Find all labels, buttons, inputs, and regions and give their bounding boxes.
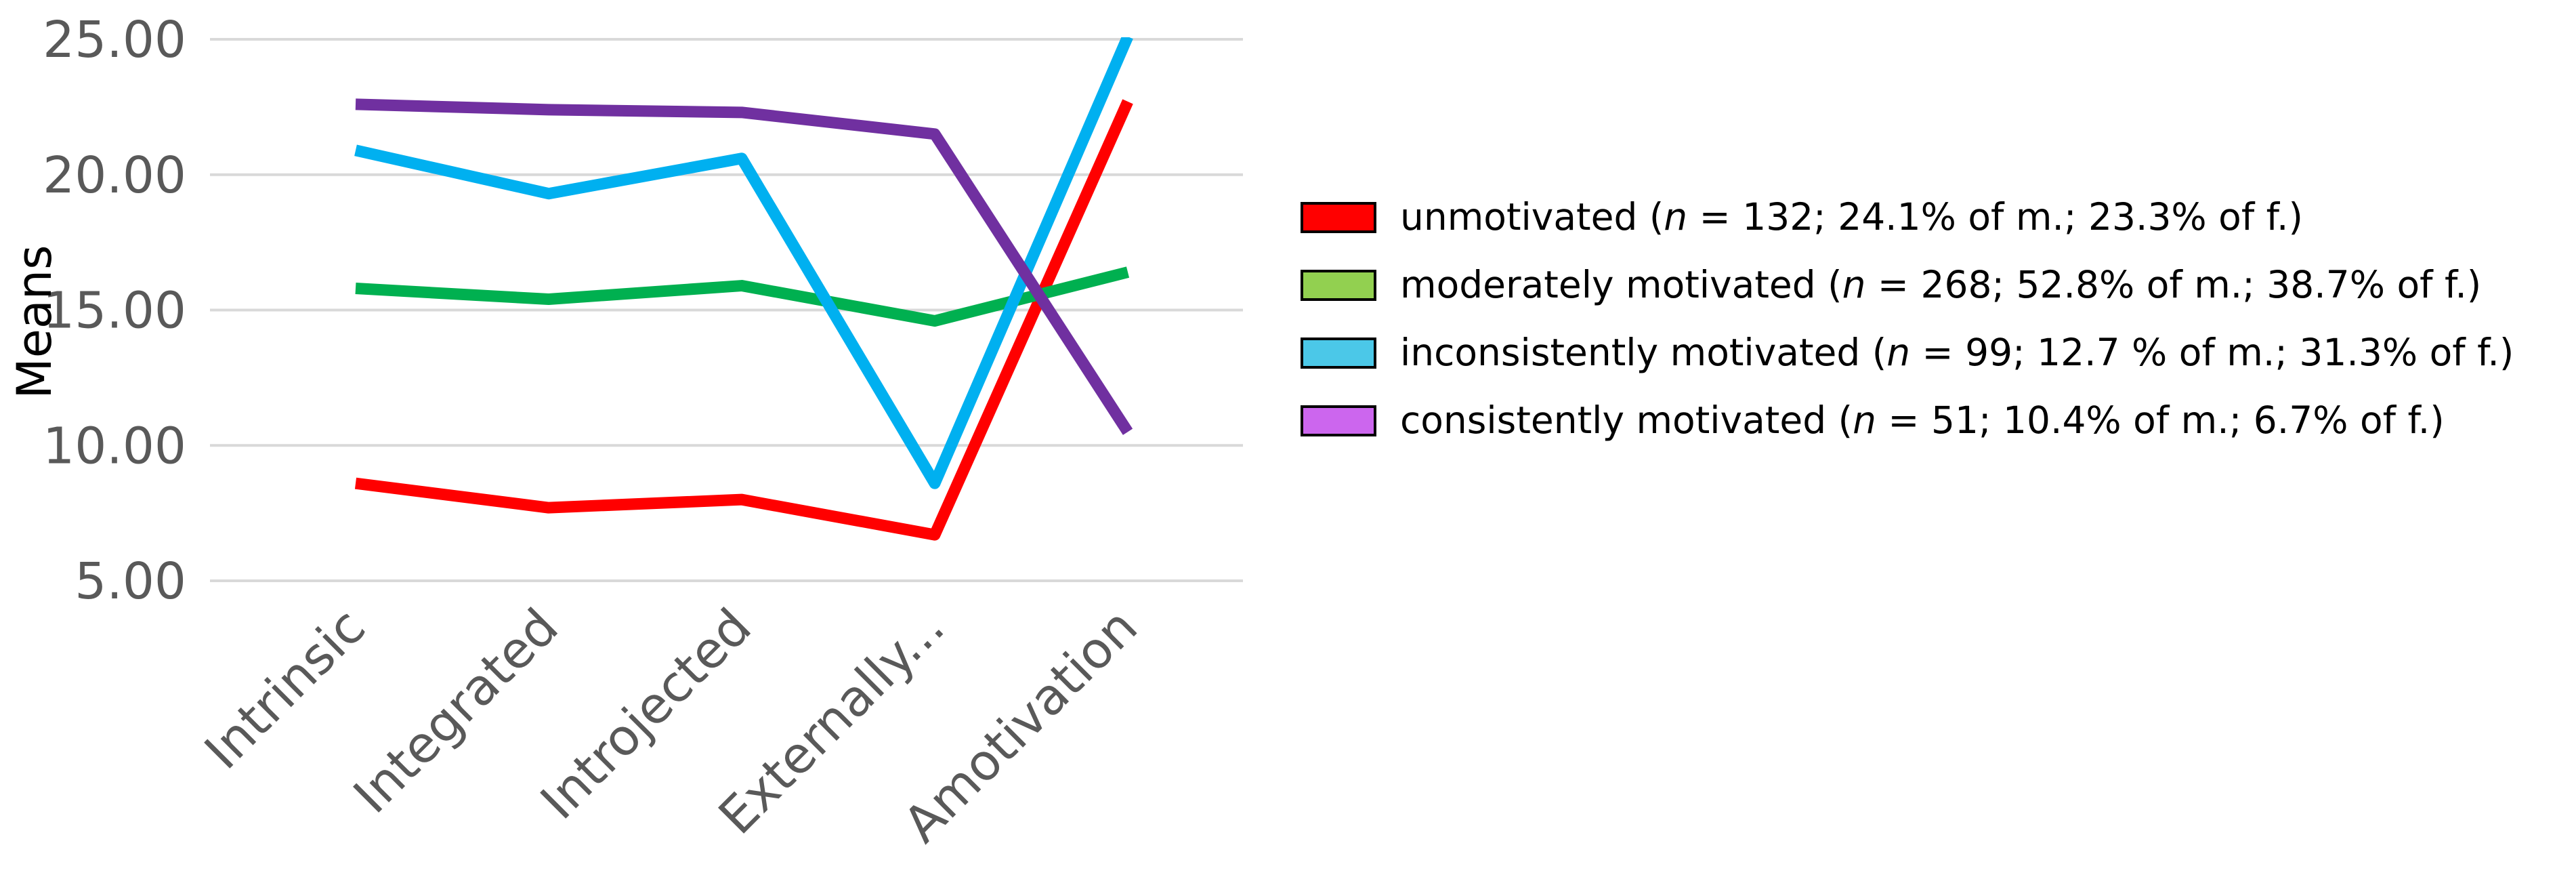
y-axis-label: Means [7,245,62,398]
legend: unmotivated (n = 132; 24.1% of m.; 23.3%… [1301,195,2514,442]
legend-label: consistently motivated (n = 51; 10.4% of… [1400,398,2445,442]
y-tick-label: 10.00 [43,417,186,475]
legend-swatch [1301,202,1376,233]
y-tick-label: 25.00 [43,11,186,69]
legend-label: moderately motivated (n = 268; 52.8% of … [1400,263,2481,306]
x-tick-label: Intrinsic [194,598,377,781]
series-line [354,37,1133,489]
x-axis-ticks: IntrinsicIntegratedIntrojectedExternally… [194,598,1149,854]
legend-swatch [1301,338,1376,369]
y-tick-label: 5.00 [75,552,186,611]
y-tick-label: 20.00 [43,146,186,205]
series-line [355,266,1130,327]
legend-label: unmotivated (n = 132; 24.1% of m.; 23.3%… [1400,195,2303,239]
legend-swatch [1301,405,1376,436]
y-axis-ticks: 5.00 10.00 15.00 20.00 25.00 [43,11,186,611]
y-tick-label: 15.00 [43,282,186,340]
legend-swatch [1301,270,1376,301]
series-line [354,99,1133,541]
legend-label: inconsistently motivated (n = 99; 12.7 %… [1400,331,2514,374]
series-lines [354,37,1133,541]
series-line [355,98,1133,435]
